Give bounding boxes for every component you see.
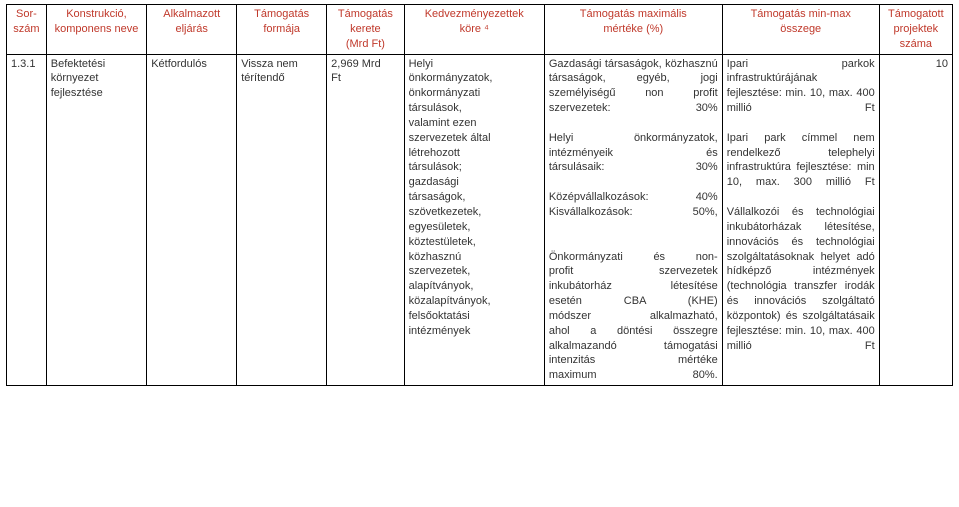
- col-forma: Támogatás formája: [237, 5, 327, 55]
- data-table: Sor- szám Konstrukció, komponens neve Al…: [6, 4, 953, 386]
- col-mertek: Támogatás maximális mértéke (%): [544, 5, 722, 55]
- cell-sorszam: 1.3.1: [7, 54, 47, 386]
- col-konstrukcio: Konstrukció, komponens neve: [46, 5, 146, 55]
- col-keret: Támogatás kerete (Mrd Ft): [327, 5, 404, 55]
- table-header-row: Sor- szám Konstrukció, komponens neve Al…: [7, 5, 953, 55]
- cell-mertek: Gazdasági társaságok, közhasznú társaság…: [544, 54, 722, 386]
- cell-keret: 2,969 Mrd Ft: [327, 54, 404, 386]
- col-eljaras: Alkalmazott eljárás: [147, 5, 237, 55]
- col-sorszam: Sor- szám: [7, 5, 47, 55]
- col-minmax: Támogatás min-max összege: [722, 5, 879, 55]
- cell-kedv: Helyi önkormányzatok, önkormányzati társ…: [404, 54, 544, 386]
- cell-eljaras: Kétfordulós: [147, 54, 237, 386]
- cell-forma: Vissza nem térítendő: [237, 54, 327, 386]
- cell-minmax: Ipari parkok infrastruktúrájának fejlesz…: [722, 54, 879, 386]
- col-kedv: Kedvezményezettek köre ⁴: [404, 5, 544, 55]
- cell-konstrukcio: Befektetési környezet fejlesztése: [46, 54, 146, 386]
- cell-proj: 10: [879, 54, 952, 386]
- table-row: 1.3.1 Befektetési környezet fejlesztése …: [7, 54, 953, 386]
- col-proj: Támogatott projektek száma: [879, 5, 952, 55]
